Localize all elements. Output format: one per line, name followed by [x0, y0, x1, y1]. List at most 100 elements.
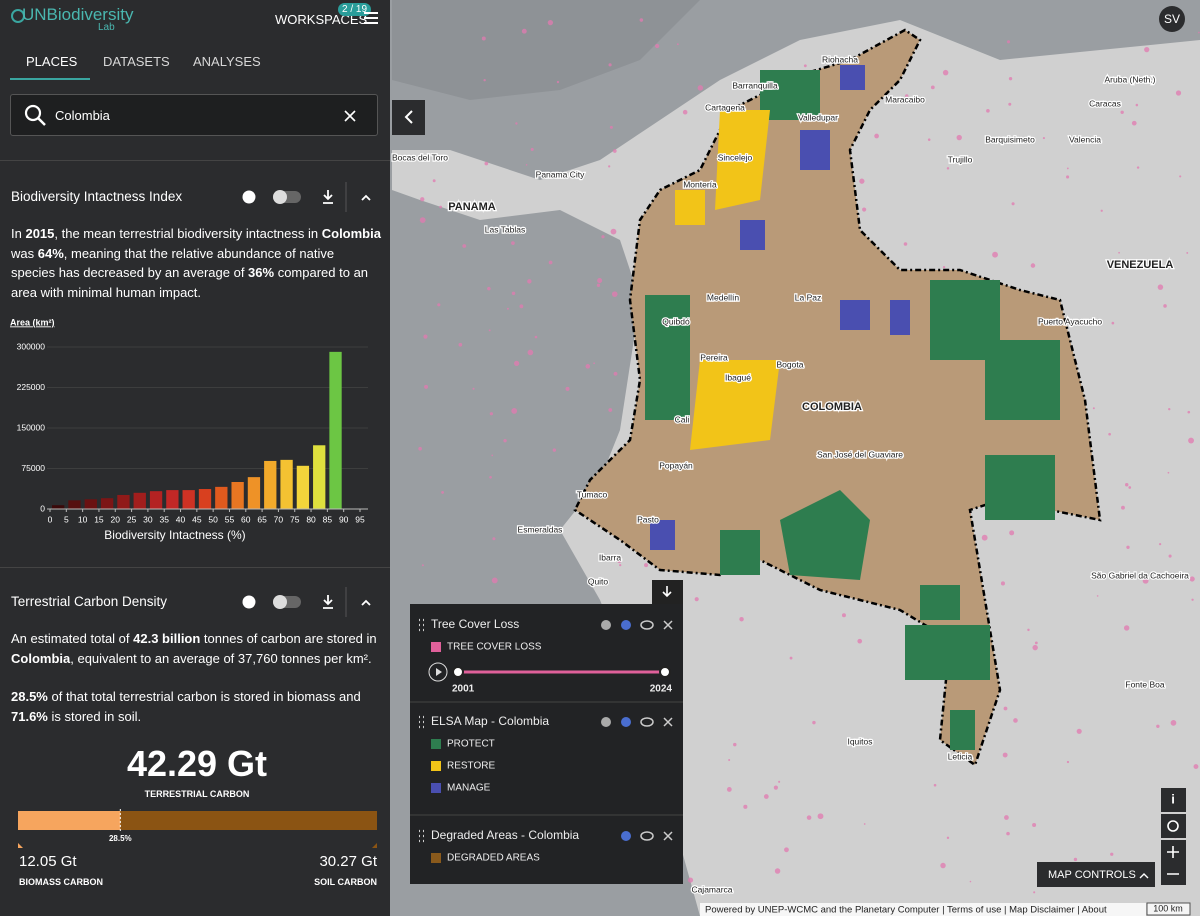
logo-sub: Lab	[98, 22, 115, 33]
bar	[247, 477, 261, 509]
logo-icon	[11, 9, 25, 23]
drag-handle[interactable]	[419, 829, 424, 843]
clear-icon[interactable]	[344, 110, 356, 122]
legend-label: DEGRADED AREAS	[447, 853, 540, 864]
download-icon[interactable]	[323, 595, 333, 609]
loss-speck	[726, 787, 732, 792]
loss-speck	[806, 815, 812, 820]
map-controls-label: MAP CONTROLS	[1048, 869, 1136, 881]
loss-speck	[511, 241, 515, 245]
loss-speck	[1135, 103, 1139, 107]
visibility-icon[interactable]	[640, 831, 654, 841]
x-tick-label: 50	[208, 514, 218, 524]
loss-speck	[1013, 718, 1018, 723]
remove-icon[interactable]	[663, 620, 673, 630]
drag-handle[interactable]	[419, 618, 424, 632]
map[interactable]: Aruba (Neth.) Riohacha Barranquilla Cartage…	[390, 0, 1200, 916]
collapse-icon[interactable]	[361, 599, 371, 606]
drag-handle[interactable]	[419, 715, 424, 729]
bar	[264, 460, 277, 509]
restore-area	[675, 190, 705, 225]
legend-swatch	[431, 761, 441, 771]
protect-area	[985, 340, 1060, 420]
collapse-icon[interactable]	[361, 194, 371, 201]
split-label: 28.5%	[109, 834, 132, 843]
loss-speck	[530, 147, 534, 151]
place-label: Cali	[675, 414, 690, 424]
place-label: Maracaibo	[885, 94, 925, 104]
layer-title: Tree Cover Loss	[431, 617, 519, 631]
slider-handle[interactable]	[659, 666, 671, 678]
loss-speck	[1175, 90, 1182, 96]
loss-speck	[612, 149, 617, 153]
place-label: Riohacha	[822, 54, 858, 64]
place-label: Ibarra	[599, 552, 621, 562]
loss-speck	[491, 454, 494, 457]
loss-speck	[946, 167, 950, 170]
info-icon[interactable]	[601, 620, 611, 630]
loss-speck	[1032, 644, 1038, 651]
workspace-badge: 2 / 19	[338, 3, 372, 16]
place-label: Valledupar	[798, 112, 838, 122]
tab[interactable]: ANALYSES	[193, 54, 261, 69]
zoom-icons	[1167, 846, 1179, 875]
place-label: Bogota	[777, 359, 804, 369]
loss-speck	[1189, 576, 1195, 582]
attribution-bar	[700, 903, 1146, 916]
info-icon[interactable]	[242, 190, 256, 204]
corner-marker	[18, 843, 23, 848]
loss-speck	[1027, 628, 1030, 632]
place-label: San José del Guaviare	[817, 449, 903, 459]
loss-speck	[585, 364, 591, 369]
loss-speck	[789, 656, 793, 660]
legend-label: TREE COVER LOSS	[447, 642, 542, 653]
scale-bar	[1146, 902, 1191, 916]
attribution[interactable]: Powered by UNEP-WCMC and the Planetary C…	[705, 905, 1107, 916]
info-icon[interactable]	[601, 717, 611, 727]
legend-label: PROTECT	[447, 739, 495, 750]
info-button[interactable]	[1161, 788, 1186, 812]
bar	[329, 351, 342, 509]
soil-value: 30.27 Gt	[319, 853, 377, 870]
bar	[166, 490, 179, 509]
user-avatar[interactable]	[1159, 6, 1185, 32]
visibility-icon[interactable]	[640, 717, 654, 727]
loss-speck	[1168, 407, 1171, 411]
opacity-icon[interactable]	[621, 831, 631, 841]
manage-area	[890, 300, 910, 335]
place-label: Medellín	[707, 292, 739, 302]
loss-speck	[1066, 760, 1070, 764]
loss-speck	[763, 794, 769, 799]
bar	[296, 465, 310, 509]
map-labels: Aruba (Neth.) Riohacha Barranquilla Cartage…	[391, 53, 1191, 896]
collapse-sidebar-button[interactable]	[392, 100, 425, 135]
menu-icon[interactable]	[364, 12, 378, 24]
loss-speck	[608, 63, 612, 67]
loss-speck	[1092, 407, 1095, 410]
protect-area	[760, 70, 820, 120]
manage-area	[650, 520, 675, 550]
opacity-icon[interactable]	[621, 620, 631, 630]
loss-speck	[619, 564, 622, 567]
loss-speck	[1110, 852, 1114, 856]
x-tick-label: 95	[355, 514, 365, 524]
loss-speck	[1136, 166, 1140, 169]
loss-speck	[439, 205, 443, 209]
remove-icon[interactable]	[663, 717, 673, 727]
download-icon[interactable]	[323, 190, 333, 204]
tab[interactable]: DATASETS	[103, 54, 170, 69]
loss-speck	[862, 207, 867, 212]
map-controls-button[interactable]	[1037, 862, 1155, 887]
loss-speck	[1121, 505, 1125, 510]
loss-speck	[903, 242, 908, 246]
opacity-icon[interactable]	[621, 717, 631, 727]
locate-button[interactable]	[1161, 814, 1186, 838]
play-button[interactable]	[428, 662, 448, 682]
search-box[interactable]: Colombia	[10, 94, 378, 136]
loss-speck	[423, 334, 428, 339]
tab[interactable]: PLACES	[26, 54, 78, 69]
remove-icon[interactable]	[663, 831, 673, 841]
visibility-icon[interactable]	[640, 620, 654, 630]
slider-handle[interactable]	[452, 666, 464, 678]
info-icon[interactable]	[242, 595, 256, 609]
